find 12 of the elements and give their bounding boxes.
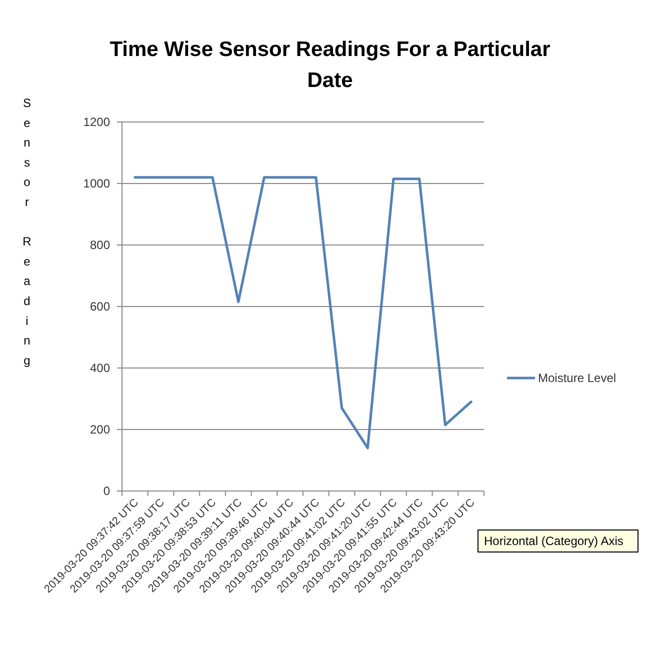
y-tick-label: 600	[90, 300, 110, 314]
text: Horizontal (Category) Axis	[484, 534, 624, 548]
y-tick-label: 1200	[83, 115, 110, 130]
legend-label: Moisture Level	[538, 371, 616, 386]
line-series	[134, 176, 472, 450]
y-tick-label: 200	[90, 422, 110, 437]
y-tick-label: 1000	[83, 176, 110, 191]
y-tick-label: 0	[103, 484, 110, 498]
y-tick-label: 800	[90, 238, 110, 252]
chart-title: Time Wise Sensor Readings For a Particular Date	[110, 38, 550, 92]
y-tick-label: 400	[90, 361, 110, 376]
text: Sensor Reading	[22, 96, 32, 368]
